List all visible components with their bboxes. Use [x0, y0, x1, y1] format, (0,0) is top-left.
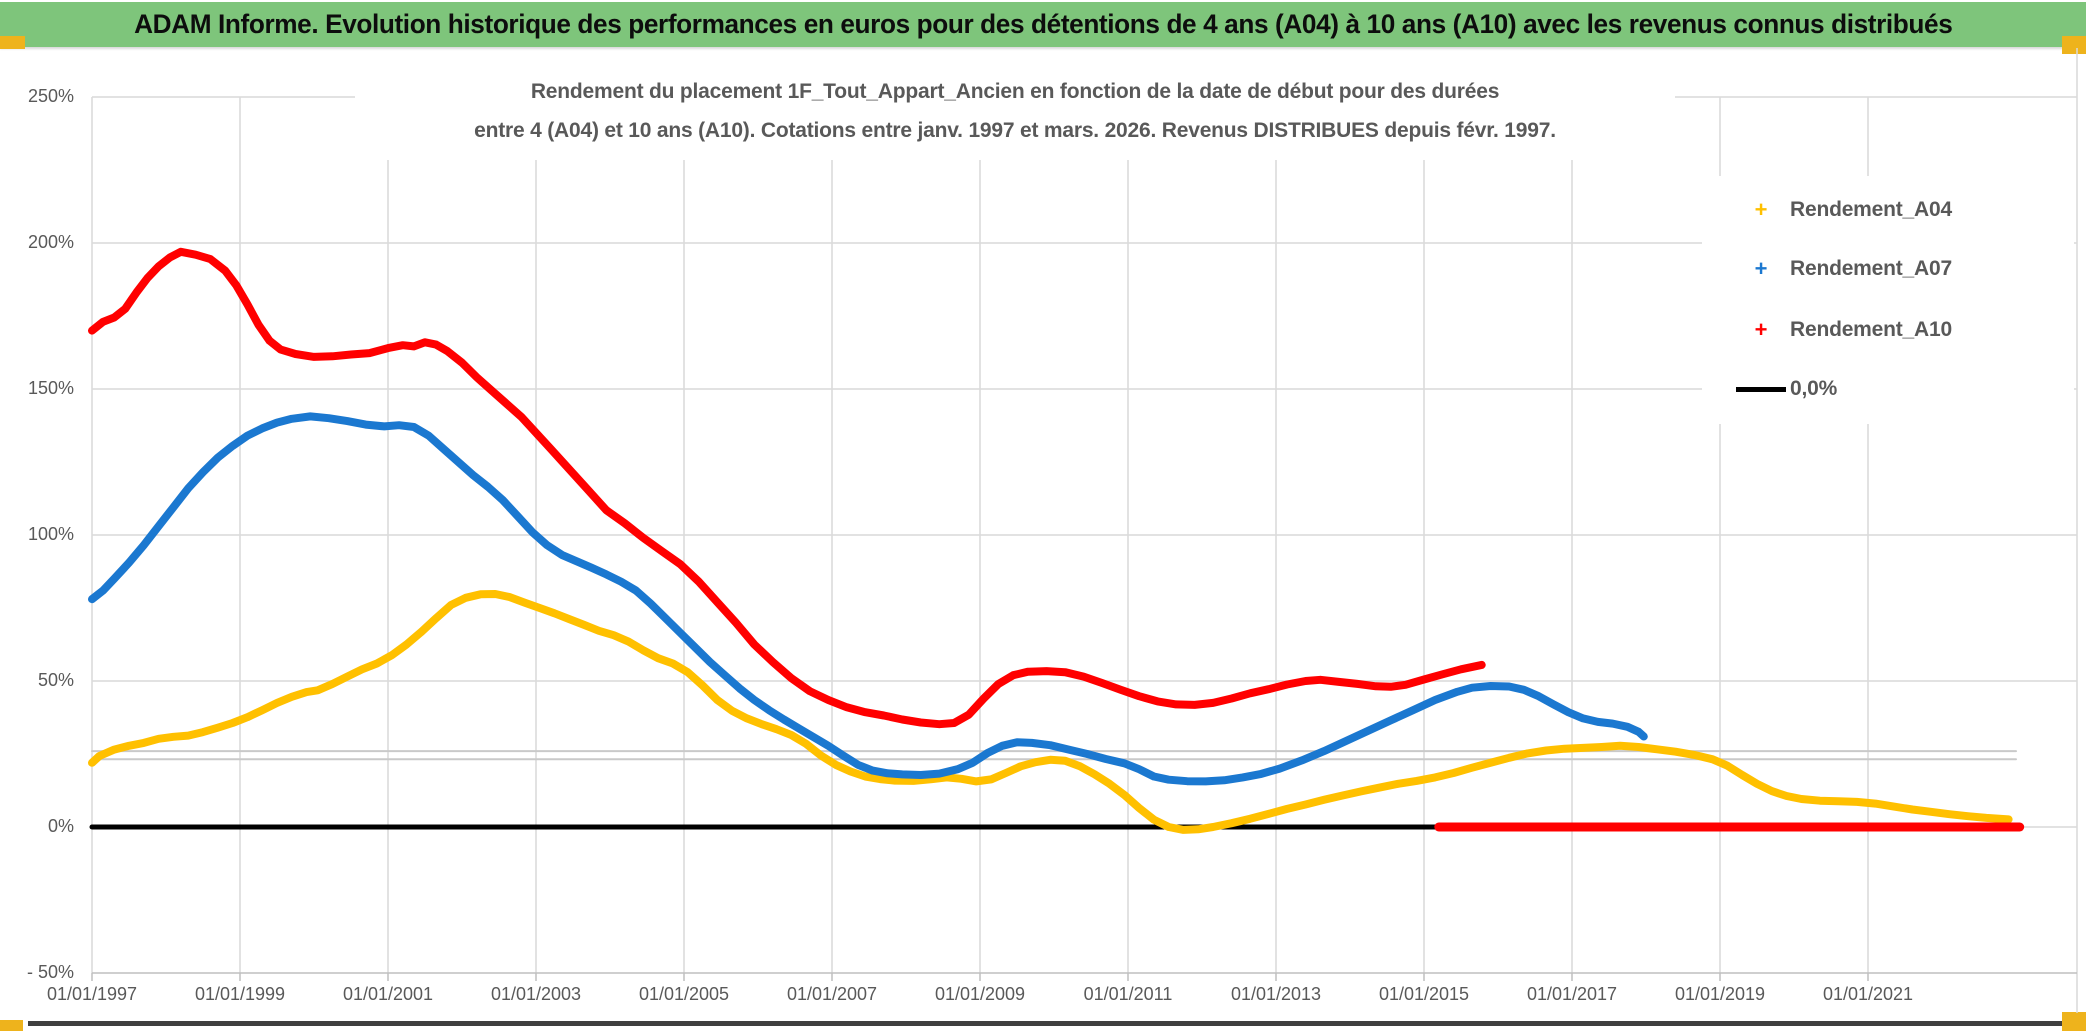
legend-label: Rendement_A04: [1790, 198, 1952, 221]
legend-item-rendement-a07: + Rendement_A07: [1736, 252, 2070, 286]
chart-title-line2: entre 4 (A04) et 10 ans (A10). Cotations…: [474, 119, 1556, 142]
series-Rendement_A10: [88, 247, 1486, 729]
x-axis-label: 01/01/2011: [1083, 984, 1173, 1004]
x-axis-label: 01/01/2017: [1526, 984, 1618, 1004]
x-axis-label: 01/01/2009: [934, 984, 1026, 1004]
y-axis-label: 150%: [27, 378, 74, 398]
legend-plus-marker-icon: +: [1754, 197, 1768, 222]
header-band: ADAM Informe. Evolution historique des p…: [0, 2, 2086, 47]
x-axis-label: 01/01/2007: [786, 984, 878, 1004]
x-axis-label: 01/01/2015: [1378, 984, 1470, 1004]
accent-bottom-left: [0, 1020, 23, 1031]
legend-label: 0,0%: [1790, 377, 1838, 400]
legend-background: [1702, 176, 2074, 424]
legend-line-marker-icon: [1736, 386, 1786, 392]
x-axis-label: 01/01/1997: [46, 984, 138, 1004]
x-axis-label: 01/01/2019: [1674, 984, 1766, 1004]
legend-item-rendement-a10: + Rendement_A10: [1736, 313, 2070, 347]
y-axis-label: 50%: [37, 670, 74, 690]
x-axis-label: 01/01/2021: [1822, 984, 1914, 1004]
legend-item-rendement-a04: + Rendement_A04: [1736, 193, 2070, 227]
y-axis-label: 250%: [27, 86, 74, 106]
x-axis-label: 01/01/2013: [1230, 984, 1322, 1004]
legend-plus-marker-icon: +: [1754, 317, 1768, 342]
page-title: ADAM Informe. Evolution historique des p…: [133, 9, 1953, 39]
bottom-frame-line: [28, 1021, 2062, 1026]
legend-item-0-0-: 0,0%: [1736, 372, 2070, 406]
series-Rendement_A07: [88, 412, 1648, 786]
x-axis-label: 01/01/1999: [194, 984, 286, 1004]
x-axis-label: 01/01/2005: [638, 984, 730, 1004]
chart-title-line1: Rendement du placement 1F_Tout_Appart_An…: [530, 80, 1500, 103]
y-axis-label: - 50%: [26, 962, 74, 982]
series-Rendement_A04: [88, 590, 2013, 834]
y-axis-label: 200%: [27, 232, 74, 252]
legend-plus-marker-icon: +: [1754, 256, 1768, 281]
legend-label: Rendement_A07: [1790, 257, 1952, 280]
y-axis-label: 100%: [27, 524, 74, 544]
x-axis-label: 01/01/2003: [490, 984, 582, 1004]
legend-label: Rendement_A10: [1790, 318, 1952, 341]
title-background: [355, 55, 1675, 160]
y-axis-label: 0%: [47, 816, 74, 836]
accent-bottom-right: [2062, 1012, 2086, 1031]
accent-top-left: [0, 36, 25, 49]
x-axis-label: 01/01/2001: [342, 984, 434, 1004]
accent-top-right: [2062, 36, 2086, 54]
